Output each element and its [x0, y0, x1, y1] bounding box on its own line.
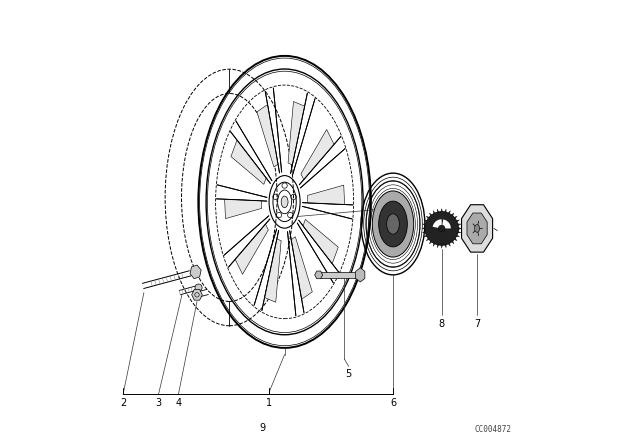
Polygon shape [454, 238, 457, 241]
Polygon shape [424, 235, 427, 237]
Polygon shape [320, 272, 356, 278]
Polygon shape [301, 129, 334, 180]
Polygon shape [356, 268, 365, 282]
Polygon shape [231, 140, 266, 184]
Text: 1: 1 [266, 398, 272, 408]
Text: 5: 5 [346, 370, 352, 379]
Circle shape [195, 284, 202, 291]
Polygon shape [257, 104, 278, 167]
Polygon shape [456, 220, 460, 222]
Polygon shape [307, 185, 344, 205]
Polygon shape [442, 220, 451, 228]
Polygon shape [426, 216, 429, 219]
Polygon shape [448, 243, 451, 246]
Polygon shape [433, 219, 442, 228]
Polygon shape [429, 213, 432, 216]
Polygon shape [429, 241, 432, 244]
Polygon shape [424, 220, 427, 222]
Polygon shape [422, 231, 426, 233]
Polygon shape [315, 271, 323, 279]
Polygon shape [437, 209, 439, 212]
Polygon shape [445, 209, 446, 212]
Polygon shape [467, 213, 487, 244]
Polygon shape [456, 235, 460, 237]
Polygon shape [422, 224, 426, 225]
Text: 6: 6 [390, 398, 396, 408]
Polygon shape [264, 239, 281, 302]
Polygon shape [433, 243, 435, 246]
Polygon shape [426, 238, 429, 241]
Polygon shape [437, 245, 439, 248]
Polygon shape [441, 245, 442, 248]
Circle shape [425, 211, 458, 245]
Polygon shape [288, 102, 305, 165]
Polygon shape [451, 241, 454, 244]
Polygon shape [192, 289, 202, 300]
Polygon shape [235, 224, 268, 274]
Polygon shape [225, 199, 262, 219]
Polygon shape [445, 245, 446, 248]
Ellipse shape [387, 214, 399, 234]
Polygon shape [458, 224, 461, 225]
Polygon shape [190, 265, 201, 279]
Polygon shape [448, 211, 451, 214]
Text: 7: 7 [474, 319, 480, 328]
Polygon shape [451, 213, 454, 216]
Polygon shape [461, 205, 493, 252]
Polygon shape [422, 228, 425, 229]
Text: 2: 2 [120, 398, 126, 408]
Polygon shape [454, 216, 457, 219]
Polygon shape [458, 228, 461, 229]
Polygon shape [441, 209, 442, 211]
Text: CC004872: CC004872 [474, 425, 511, 434]
Text: 8: 8 [438, 319, 445, 328]
Text: 4: 4 [175, 398, 182, 408]
Ellipse shape [438, 225, 445, 232]
Ellipse shape [372, 191, 413, 257]
Text: 3: 3 [156, 398, 161, 408]
Text: 9: 9 [259, 422, 266, 432]
Polygon shape [291, 237, 312, 299]
Ellipse shape [379, 201, 407, 247]
Ellipse shape [281, 196, 288, 208]
Polygon shape [303, 220, 339, 264]
Ellipse shape [474, 224, 479, 232]
Polygon shape [433, 211, 435, 214]
Polygon shape [458, 231, 461, 233]
